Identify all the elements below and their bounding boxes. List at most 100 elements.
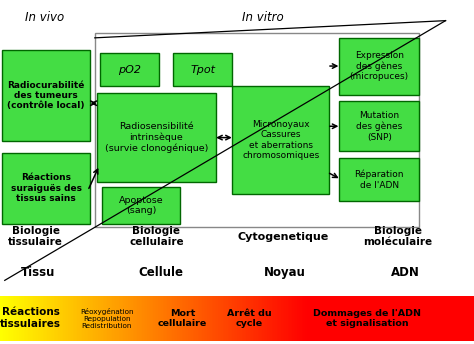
Bar	[454, 296, 456, 341]
Text: Mutation
des gènes
(SNP): Mutation des gènes (SNP)	[356, 111, 402, 142]
Bar	[447, 296, 449, 341]
Text: In vivo: In vivo	[26, 11, 64, 24]
Bar	[275, 222, 277, 251]
Bar	[395, 296, 397, 341]
Bar	[397, 296, 399, 341]
Bar	[468, 296, 470, 341]
Bar	[408, 296, 410, 341]
Bar	[390, 260, 392, 284]
Bar	[406, 296, 408, 341]
Bar	[352, 260, 355, 284]
Bar	[196, 260, 198, 284]
Bar	[167, 260, 170, 284]
Bar	[66, 296, 68, 341]
Bar	[300, 296, 302, 341]
Bar	[340, 296, 342, 341]
Bar	[0, 296, 2, 341]
Bar	[110, 296, 113, 341]
Bar	[60, 222, 62, 251]
Bar	[219, 296, 222, 341]
Bar	[217, 296, 219, 341]
Bar	[238, 296, 241, 341]
Bar	[123, 296, 125, 341]
Bar	[46, 222, 48, 251]
Bar	[237, 260, 239, 284]
Bar	[289, 296, 291, 341]
Bar	[270, 222, 272, 251]
Bar	[276, 296, 279, 341]
Bar	[49, 260, 51, 284]
Bar	[38, 222, 40, 251]
Bar	[438, 296, 440, 341]
Bar	[14, 296, 16, 341]
Bar	[115, 296, 118, 341]
Bar	[82, 296, 84, 341]
Bar	[46, 260, 48, 284]
Bar	[180, 296, 182, 341]
Bar	[395, 260, 397, 284]
Bar	[371, 296, 374, 341]
Bar	[36, 222, 38, 251]
Bar	[468, 260, 470, 284]
Bar	[311, 260, 313, 284]
Bar	[129, 296, 132, 341]
Bar	[217, 260, 219, 284]
Bar	[330, 296, 332, 341]
Bar	[63, 222, 65, 251]
Bar	[385, 260, 388, 284]
Bar	[139, 260, 141, 284]
Bar	[314, 222, 317, 251]
Bar	[318, 296, 319, 341]
Bar	[384, 296, 386, 341]
Bar	[416, 222, 418, 251]
Bar	[398, 296, 400, 341]
Bar	[51, 222, 53, 251]
Bar	[30, 296, 32, 341]
Bar	[259, 296, 261, 341]
Bar	[194, 222, 196, 251]
Bar	[13, 222, 15, 251]
Bar	[352, 296, 355, 341]
Bar	[74, 296, 76, 341]
Bar	[370, 296, 372, 341]
Bar	[144, 222, 146, 251]
Bar	[3, 260, 5, 284]
Bar	[221, 222, 223, 251]
Bar	[22, 260, 24, 284]
Bar	[63, 260, 65, 284]
Bar	[191, 222, 193, 251]
Text: pO2: pO2	[118, 65, 141, 75]
Bar	[425, 260, 427, 284]
Bar	[219, 222, 222, 251]
Bar	[385, 222, 388, 251]
Bar	[364, 222, 365, 251]
Bar	[303, 296, 305, 341]
Bar	[16, 296, 18, 341]
Bar	[345, 296, 346, 341]
Bar	[251, 296, 253, 341]
Bar	[319, 260, 321, 284]
Bar	[373, 260, 375, 284]
Bar	[158, 296, 160, 341]
Bar	[359, 222, 361, 251]
Bar	[57, 260, 59, 284]
Bar	[351, 222, 353, 251]
Bar	[47, 296, 49, 341]
Bar	[39, 260, 42, 284]
Text: Réactions
tissulaires: Réactions tissulaires	[0, 308, 61, 329]
Bar	[136, 222, 138, 251]
Bar	[246, 260, 248, 284]
Bar	[373, 222, 375, 251]
Bar	[39, 222, 42, 251]
Bar	[153, 260, 155, 284]
Bar	[291, 260, 293, 284]
Bar	[232, 260, 234, 284]
Bar	[272, 296, 274, 341]
Bar	[185, 296, 187, 341]
Bar	[465, 296, 466, 341]
Bar	[419, 296, 421, 341]
Bar	[299, 222, 301, 251]
Bar	[303, 260, 305, 284]
Bar	[255, 260, 256, 284]
Bar	[297, 296, 299, 341]
